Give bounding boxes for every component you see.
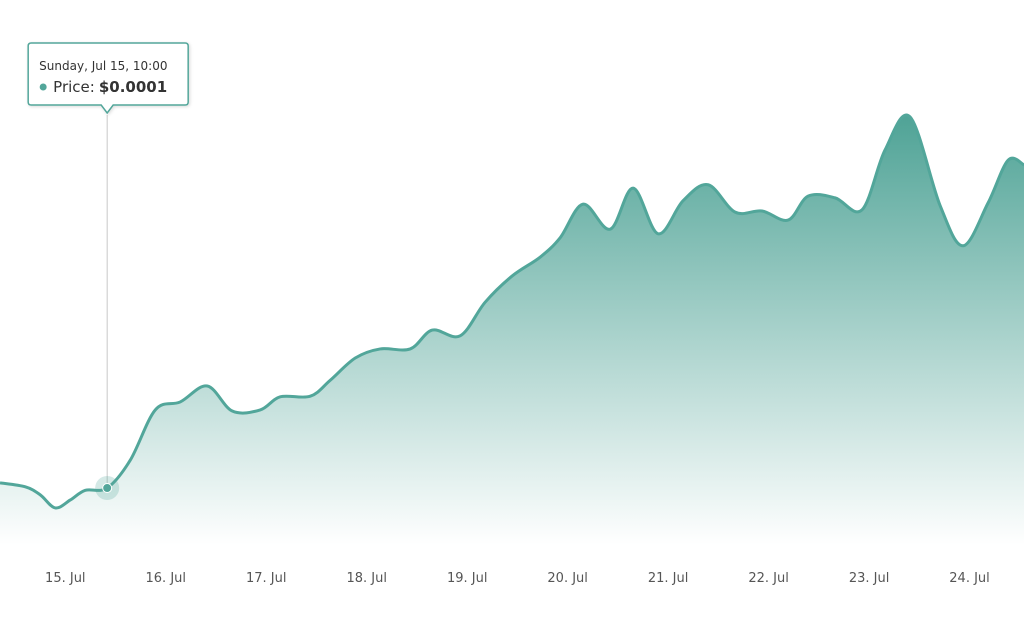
hover-point xyxy=(102,483,113,493)
tooltip-box xyxy=(27,42,189,115)
price-line xyxy=(0,113,1024,510)
tooltip-series-label: Price: xyxy=(53,78,95,96)
x-tick-label: 19. Jul xyxy=(447,571,488,586)
x-tick-label: 22. Jul xyxy=(748,571,789,586)
x-tick-label: 15. Jul xyxy=(45,571,86,586)
plot-area xyxy=(0,113,1024,545)
tooltip-value: $0.0001 xyxy=(99,78,167,96)
tooltip-bullet xyxy=(39,83,47,91)
area-fill xyxy=(0,115,1024,545)
x-tick-label: 17. Jul xyxy=(246,571,287,586)
x-tick-label: 23. Jul xyxy=(849,571,890,586)
tooltip-title: Sunday, Jul 15, 10:00 xyxy=(39,59,167,73)
x-tick-label: 21. Jul xyxy=(648,571,689,586)
x-tick-label: 18. Jul xyxy=(346,571,387,586)
tooltip-line: Price: $0.0001 xyxy=(53,78,167,96)
x-tick-label: 20. Jul xyxy=(547,571,588,586)
x-tick-label: 16. Jul xyxy=(146,571,187,586)
tooltip: Sunday, Jul 15, 10:00 Price: $0.0001 xyxy=(27,42,189,500)
x-tick-label: 24. Jul xyxy=(949,571,990,586)
x-axis: 15. Jul 16. Jul 17. Jul 18. Jul 19. Jul 20. J… xyxy=(45,571,990,586)
